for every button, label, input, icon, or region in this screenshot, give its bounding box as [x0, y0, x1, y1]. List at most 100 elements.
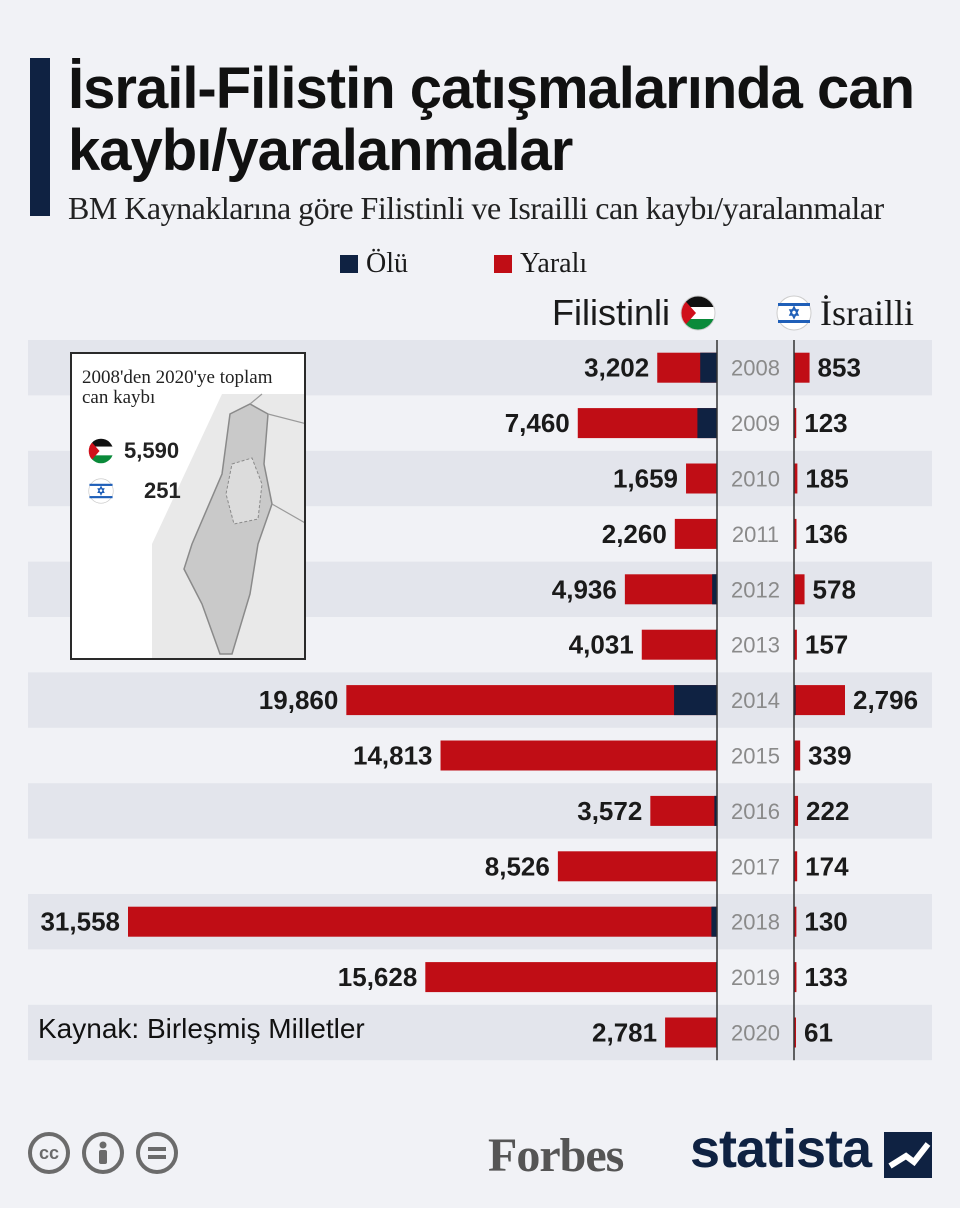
- year-label: 2016: [731, 799, 780, 824]
- palestinian-value-label: 4,031: [569, 630, 634, 660]
- source-note: Kaynak: Birleşmiş Milletler: [38, 1013, 365, 1044]
- row-stripe: [28, 1004, 932, 1061]
- israeli-value-label: 2,796: [853, 685, 918, 715]
- israeli-injured-bar: [794, 851, 798, 882]
- palestinian-injured-bar: [425, 962, 717, 993]
- palestinian-value-label: 14,813: [353, 741, 433, 771]
- creative-commons-icon[interactable]: cc: [28, 1132, 70, 1174]
- column-header-palestinian: Filistinli: [552, 292, 716, 334]
- inset-palestinian-total: 5,590: [124, 438, 180, 463]
- israeli-value-label: 136: [804, 519, 847, 549]
- palestinian-injured-bar: [650, 795, 717, 826]
- palestinian-injured-bar: [665, 1017, 717, 1048]
- israeli-value-label: 174: [805, 851, 849, 881]
- palestinian-value-label: 3,572: [577, 796, 642, 826]
- inset-israeli-total: 251: [144, 478, 181, 503]
- israeli-injured-bar: [794, 352, 810, 383]
- palestinian-value-label: 15,628: [338, 962, 418, 992]
- year-label: 2014: [731, 688, 780, 713]
- map-illustration: [152, 393, 304, 658]
- palestinian-value-label: 1,659: [613, 464, 678, 494]
- israeli-value-label: 157: [805, 630, 848, 660]
- year-label: 2011: [732, 522, 779, 547]
- chart: 3,202 2008 853 7,460 2009 123 1,659 2010 185 2,26…: [28, 340, 932, 1061]
- palestinian-injured-bar: [577, 408, 717, 439]
- palestinian-dead-bar: [711, 906, 717, 937]
- column-header-palestinian-label: Filistinli: [552, 292, 671, 333]
- year-label: 2010: [731, 467, 780, 492]
- palestinian-dead-bar: [697, 408, 717, 439]
- palestinian-value-label: 4,936: [552, 574, 617, 604]
- year-label: 2015: [731, 744, 780, 769]
- palestinian-value-label: 2,781: [592, 1018, 657, 1048]
- palestinian-injured-bar: [440, 740, 717, 771]
- israeli-value-label: 61: [804, 1018, 833, 1048]
- israeli-value-label: 339: [808, 741, 851, 771]
- year-label: 2012: [731, 577, 780, 602]
- legend-dead: Ölü: [340, 248, 408, 280]
- palestinian-injured-bar: [346, 685, 717, 716]
- year-label: 2008: [731, 356, 780, 381]
- legend-dead-swatch: [340, 255, 358, 273]
- palestinian-injured-bar: [674, 518, 717, 549]
- israeli-injured-bar: [794, 962, 797, 993]
- inset-title: 2008'den 2020'ye toplam can kaybı: [82, 367, 273, 408]
- israeli-injured-bar: [794, 1017, 796, 1048]
- palestinian-value-label: 19,860: [259, 685, 339, 715]
- inset-row-palestinian: 5,590: [88, 438, 179, 464]
- attribution-icon[interactable]: [82, 1132, 124, 1174]
- palestinian-injured-bar: [641, 629, 717, 660]
- year-label: 2019: [731, 965, 780, 990]
- israeli-injured-bar: [794, 408, 797, 439]
- israeli-injured-bar: [794, 795, 799, 826]
- totals-inset: 2008'den 2020'ye toplam can kaybı 5,590 …: [70, 352, 306, 660]
- palestinian-value-label: 2,260: [602, 519, 667, 549]
- palestinian-injured-bar: [557, 851, 717, 882]
- israeli-injured-bar: [794, 685, 845, 716]
- forbes-logo[interactable]: Forbes: [488, 1129, 624, 1182]
- palestinian-value-label: 31,558: [40, 907, 120, 937]
- year-label: 2009: [731, 411, 780, 436]
- israeli-value-label: 853: [818, 353, 861, 383]
- palestinian-injured-bar: [686, 463, 717, 494]
- year-label: 2020: [731, 1021, 780, 1046]
- palestinian-dead-bar: [714, 795, 717, 826]
- palestinian-dead-bar: [712, 574, 717, 605]
- israeli-value-label: 123: [804, 408, 847, 438]
- israeli-dead-bar: [794, 685, 796, 716]
- israeli-injured-bar: [794, 463, 798, 494]
- israeli-value-label: 130: [804, 907, 847, 937]
- israeli-injured-bar: [794, 906, 797, 937]
- israeli-value-label: 185: [805, 464, 848, 494]
- israeli-value-label: 133: [804, 962, 847, 992]
- palestinian-dead-bar: [700, 352, 717, 383]
- palestine-flag-icon: [680, 295, 716, 331]
- page-title: İsrail-Filistin çatışmalarında can kaybı…: [68, 56, 915, 183]
- title-accent-bar: [30, 58, 50, 216]
- legend-injured-label: Yaralı: [520, 248, 588, 279]
- no-derivatives-icon[interactable]: [136, 1132, 178, 1174]
- legend-injured: Yaralı: [494, 248, 587, 280]
- license-icons: cc: [28, 1132, 178, 1174]
- palestine-flag-icon: [88, 438, 114, 464]
- israel-flag-icon: [776, 295, 812, 331]
- israeli-injured-bar: [794, 629, 797, 660]
- israeli-value-label: 222: [806, 796, 849, 826]
- palestinian-value-label: 3,202: [584, 353, 649, 383]
- legend-injured-swatch: [494, 255, 512, 273]
- statista-mark-icon: [884, 1132, 932, 1178]
- inset-row-israeli: 251: [88, 478, 181, 504]
- column-header-israeli-label: İsrailli: [820, 293, 914, 333]
- palestinian-injured-bar: [128, 906, 717, 937]
- year-label: 2017: [731, 854, 780, 879]
- page-subtitle: BM Kaynaklarına göre Filistinli ve Israi…: [68, 190, 884, 226]
- column-header-israeli: İsrailli: [776, 292, 914, 334]
- israeli-injured-bar: [794, 740, 801, 771]
- year-label: 2013: [731, 633, 780, 658]
- palestinian-dead-bar: [674, 685, 717, 716]
- statista-logo[interactable]: statista: [690, 1119, 872, 1179]
- palestinian-value-label: 7,460: [505, 408, 570, 438]
- year-label: 2018: [731, 910, 780, 935]
- israeli-value-label: 578: [813, 574, 856, 604]
- israeli-injured-bar: [794, 518, 797, 549]
